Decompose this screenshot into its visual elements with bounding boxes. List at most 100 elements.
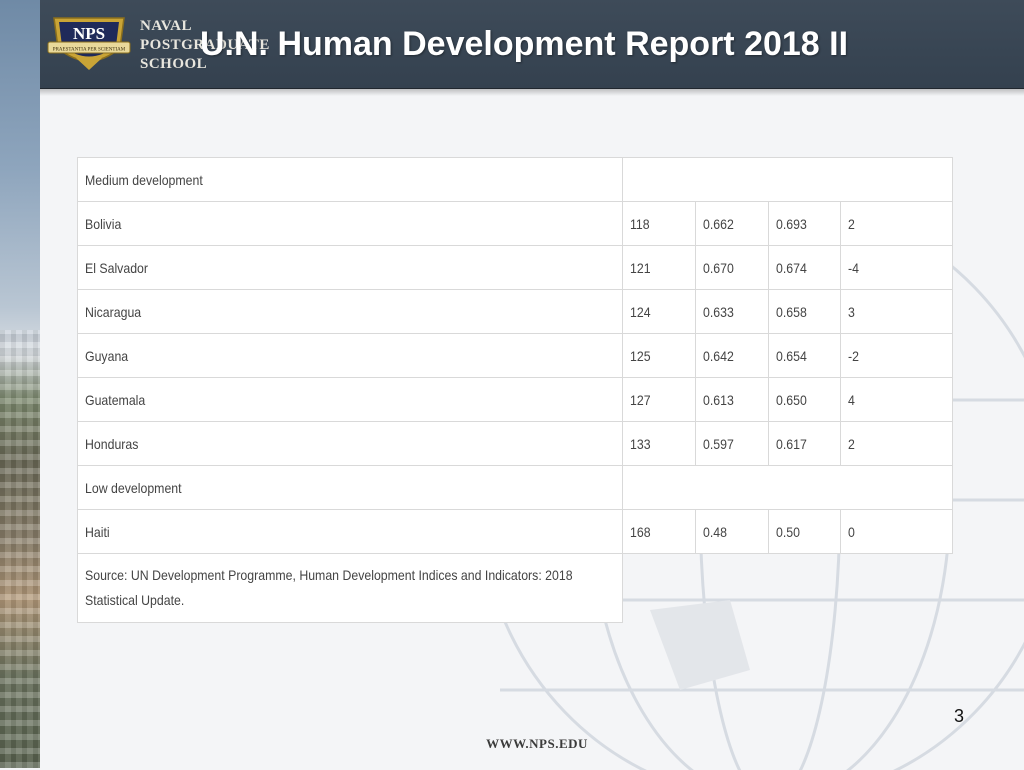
- value-cell: 0.48: [695, 509, 769, 554]
- rank-cell: 168: [622, 509, 696, 554]
- footer-url: WWW.NPS.EDU: [486, 736, 588, 751]
- source-cell: Source: UN Development Programme, Human …: [77, 553, 623, 623]
- value-cell-text: 0.658: [776, 303, 807, 320]
- country-cell: Guyana: [77, 333, 623, 378]
- value-cell: 0.662: [695, 201, 769, 246]
- source-cell-text: Source: UN Development Programme, Human …: [85, 567, 573, 608]
- country-cell-text: El Salvador: [85, 259, 149, 276]
- hdi-table: Medium development Bolivia 118 0.662 0.693 2 E…: [77, 157, 953, 623]
- rank-cell: 125: [622, 333, 696, 378]
- rank-cell-text: 121: [630, 259, 651, 276]
- country-cell-text: Nicaragua: [85, 303, 142, 320]
- country-cell-text: Guyana: [85, 347, 129, 364]
- value-cell: 0.633: [695, 289, 769, 334]
- value-cell: 0.693: [768, 201, 841, 246]
- change-cell: -2: [840, 333, 953, 378]
- change-cell: 4: [840, 377, 953, 422]
- country-cell: Honduras: [77, 421, 623, 466]
- rank-cell-text: 133: [630, 435, 651, 452]
- rank-cell-text: 118: [630, 215, 650, 232]
- rank-cell-text: 127: [630, 391, 651, 408]
- rank-cell-text: 168: [630, 523, 651, 540]
- value-cell-text: 0.650: [776, 391, 807, 408]
- rank-cell: 127: [622, 377, 696, 422]
- value-cell: 0.650: [768, 377, 841, 422]
- value-cell: 0.50: [768, 509, 841, 554]
- country-cell-text: Haiti: [85, 523, 110, 540]
- value-cell-text: 0.674: [776, 259, 807, 276]
- country-cell: Haiti: [77, 509, 623, 554]
- value-cell-text: 0.654: [776, 347, 807, 364]
- change-cell: -4: [840, 245, 953, 290]
- slide-title: U.N. Human Development Report 2018 II: [200, 25, 849, 63]
- rank-cell: 121: [622, 245, 696, 290]
- table-row: Nicaragua 124 0.633 0.658 3: [77, 289, 953, 334]
- value-cell-text: 0.670: [703, 259, 734, 276]
- section-label-cell-text: Low development: [85, 479, 182, 496]
- country-cell: El Salvador: [77, 245, 623, 290]
- table-body: Medium development Bolivia 118 0.662 0.693 2 E…: [77, 157, 953, 623]
- change-cell-text: 2: [848, 215, 855, 232]
- change-cell-text: -2: [848, 347, 859, 364]
- change-cell-text: 4: [848, 391, 855, 408]
- table-row: Honduras 133 0.597 0.617 2: [77, 421, 953, 466]
- value-cell-text: 0.693: [776, 215, 807, 232]
- school-line-1: NAVAL: [140, 18, 192, 34]
- value-cell-text: 0.50: [776, 523, 800, 540]
- country-cell-text: Honduras: [85, 435, 139, 452]
- value-cell: 0.658: [768, 289, 841, 334]
- country-cell: Nicaragua: [77, 289, 623, 334]
- value-cell: 0.670: [695, 245, 769, 290]
- change-cell: 2: [840, 201, 953, 246]
- section-blank-cell: [622, 465, 953, 510]
- rank-cell: 124: [622, 289, 696, 334]
- school-line-3: SCHOOL: [140, 56, 208, 72]
- slide-header: [40, 0, 1024, 89]
- logo-motto: PRAESTANTIA PER SCIENTIAM: [53, 48, 126, 53]
- source-blank-cell: [623, 554, 953, 623]
- change-cell: 0: [840, 509, 953, 554]
- table-row: Haiti 168 0.48 0.50 0: [77, 509, 953, 554]
- nps-logo: NPS PRAESTANTIA PER SCIENTIAM: [47, 17, 131, 70]
- value-cell: 0.613: [695, 377, 769, 422]
- country-cell: Guatemala: [77, 377, 623, 422]
- value-cell: 0.597: [695, 421, 769, 466]
- table-row: Guyana 125 0.642 0.654 -2: [77, 333, 953, 378]
- section-label-cell: Low development: [77, 465, 623, 510]
- change-cell-text: -4: [848, 259, 859, 276]
- section-blank-cell: [622, 157, 953, 202]
- page-number: 3: [953, 706, 964, 726]
- logo-text: NPS: [73, 24, 105, 43]
- section-label-cell-text: Medium development: [85, 171, 203, 188]
- value-cell-text: 0.597: [703, 435, 734, 452]
- header-shadow: [40, 88, 1024, 96]
- source-row: Source: UN Development Programme, Human …: [77, 553, 953, 623]
- change-cell-text: 0: [848, 523, 855, 540]
- value-cell-text: 0.613: [703, 391, 734, 408]
- value-cell-text: 0.642: [703, 347, 734, 364]
- change-cell-text: 2: [848, 435, 855, 452]
- change-cell: 2: [840, 421, 953, 466]
- rank-cell-text: 124: [630, 303, 651, 320]
- country-cell-text: Guatemala: [85, 391, 146, 408]
- value-cell-text: 0.617: [776, 435, 807, 452]
- table-row: Guatemala 127 0.613 0.650 4: [77, 377, 953, 422]
- value-cell: 0.617: [768, 421, 841, 466]
- hdi-table-container: Medium development Bolivia 118 0.662 0.693 2 E…: [77, 157, 953, 623]
- section-label-cell: Medium development: [77, 157, 623, 202]
- school-name: NAVAL POSTGRADUATE SCHOOL: [140, 17, 269, 74]
- value-cell-text: 0.48: [703, 523, 727, 540]
- change-cell-text: 3: [848, 303, 855, 320]
- value-cell-text: 0.633: [703, 303, 734, 320]
- section-row: Medium development: [77, 157, 953, 202]
- country-cell: Bolivia: [77, 201, 623, 246]
- table-row: Bolivia 118 0.662 0.693 2: [77, 201, 953, 246]
- section-row: Low development: [77, 465, 953, 510]
- value-cell: 0.674: [768, 245, 841, 290]
- background-photo-strip: [0, 0, 40, 768]
- value-cell-text: 0.662: [703, 215, 734, 232]
- rank-cell: 133: [622, 421, 696, 466]
- country-cell-text: Bolivia: [85, 215, 122, 232]
- rank-cell-text: 125: [630, 347, 651, 364]
- rank-cell: 118: [622, 201, 696, 246]
